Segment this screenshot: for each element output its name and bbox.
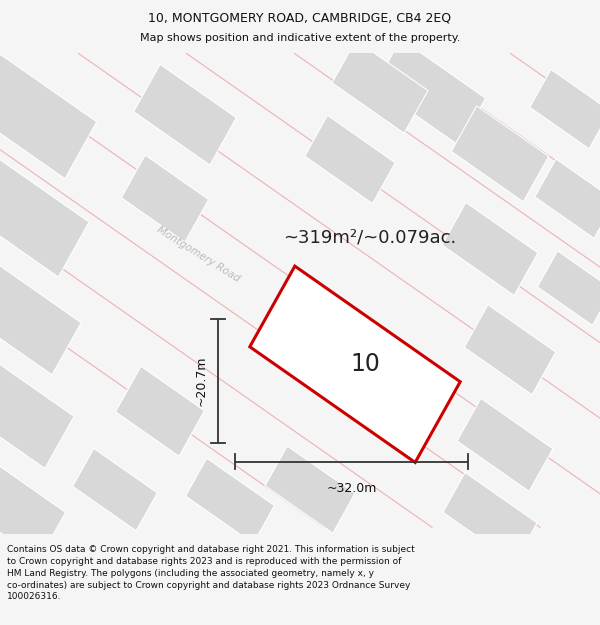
- Text: ~20.7m: ~20.7m: [195, 356, 208, 406]
- Polygon shape: [538, 251, 600, 326]
- Polygon shape: [442, 202, 538, 296]
- Polygon shape: [535, 159, 600, 238]
- Polygon shape: [0, 258, 81, 375]
- Polygon shape: [73, 448, 157, 531]
- Polygon shape: [0, 354, 74, 469]
- Polygon shape: [451, 106, 549, 202]
- Polygon shape: [332, 40, 428, 133]
- Polygon shape: [0, 453, 65, 560]
- Polygon shape: [374, 39, 485, 146]
- Text: 10: 10: [350, 352, 380, 376]
- Polygon shape: [265, 446, 355, 533]
- Polygon shape: [115, 366, 205, 456]
- Polygon shape: [0, 154, 89, 277]
- Polygon shape: [457, 398, 553, 491]
- Text: ~319m²/~0.079ac.: ~319m²/~0.079ac.: [283, 229, 457, 247]
- Polygon shape: [134, 64, 236, 165]
- Polygon shape: [121, 155, 209, 242]
- Polygon shape: [530, 69, 600, 149]
- Polygon shape: [0, 51, 97, 179]
- Polygon shape: [185, 458, 275, 544]
- Polygon shape: [305, 116, 395, 204]
- Text: ~32.0m: ~32.0m: [326, 482, 377, 495]
- Text: Montgomery Road: Montgomery Road: [155, 225, 241, 284]
- Polygon shape: [443, 472, 537, 562]
- Polygon shape: [250, 266, 460, 462]
- Text: Contains OS data © Crown copyright and database right 2021. This information is : Contains OS data © Crown copyright and d…: [7, 545, 415, 601]
- Text: 10, MONTGOMERY ROAD, CAMBRIDGE, CB4 2EQ: 10, MONTGOMERY ROAD, CAMBRIDGE, CB4 2EQ: [148, 12, 452, 24]
- Polygon shape: [464, 304, 556, 395]
- Text: Map shows position and indicative extent of the property.: Map shows position and indicative extent…: [140, 33, 460, 43]
